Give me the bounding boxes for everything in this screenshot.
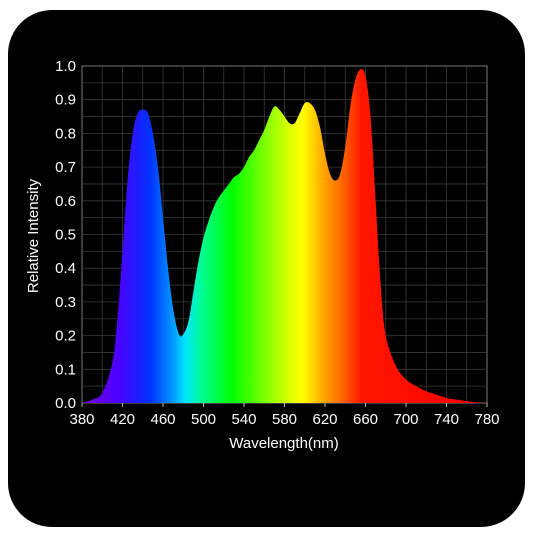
y-tick-label: 0.5 <box>55 227 76 244</box>
x-tick-label: 780 <box>474 411 499 428</box>
y-tick-label: 1.0 <box>55 58 76 75</box>
y-tick-label: 0.7 <box>55 159 76 176</box>
y-axis-label: Relative Intensity <box>25 178 42 293</box>
x-tick-label: 420 <box>110 411 135 428</box>
y-tick-label: 0.8 <box>55 125 76 142</box>
spectrum-area <box>82 69 487 403</box>
y-tick-label: 0.6 <box>55 193 76 210</box>
x-tick-label: 700 <box>393 411 418 428</box>
x-axis-label: Wavelength(nm) <box>229 435 338 452</box>
y-tick-label: 0.9 <box>55 92 76 109</box>
y-tick-label: 0.2 <box>55 328 76 345</box>
x-tick-label: 620 <box>312 411 337 428</box>
y-tick-label: 0.4 <box>55 260 76 277</box>
x-tick-label: 580 <box>272 411 297 428</box>
x-tick-label: 540 <box>231 411 256 428</box>
x-tick-label: 660 <box>353 411 378 428</box>
y-tick-labels: 0.0 0.1 0.2 0.3 0.4 0.5 0.6 0.7 0.8 0.9 1.0 <box>55 58 76 412</box>
y-tick-label: 0.1 <box>55 361 76 378</box>
x-tick-label: 460 <box>150 411 175 428</box>
x-tick-label: 500 <box>191 411 216 428</box>
x-tick-label: 380 <box>69 411 94 428</box>
x-tick-label: 740 <box>434 411 459 428</box>
x-tick-labels: 380 420 460 500 540 580 620 660 700 740 780 <box>69 403 500 428</box>
y-tick-label: 0.3 <box>55 294 76 311</box>
y-tick-label: 0.0 <box>55 395 76 412</box>
